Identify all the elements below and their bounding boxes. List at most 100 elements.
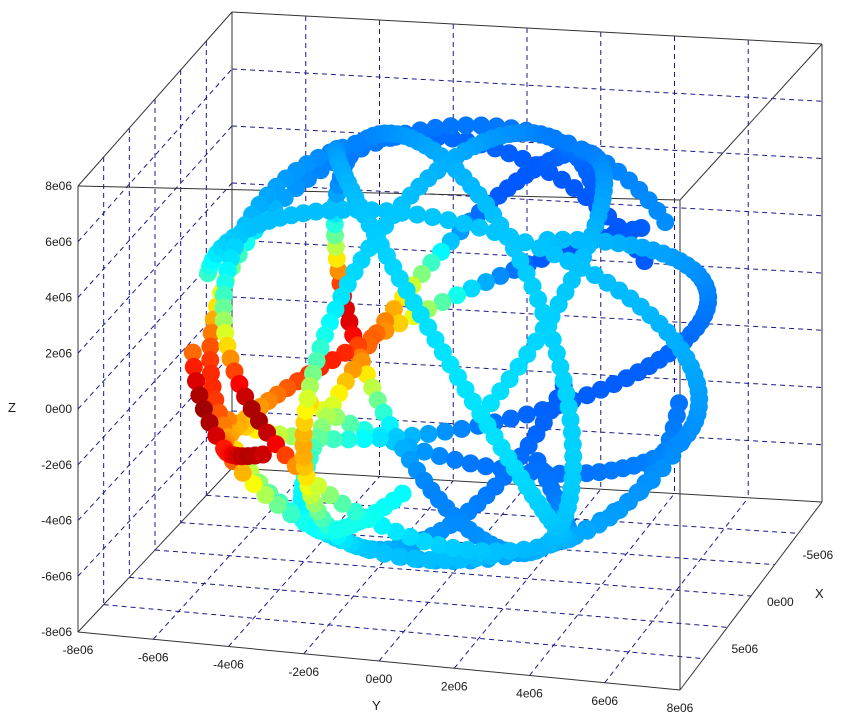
z-tick-label: -8e06	[41, 625, 72, 639]
data-point	[461, 454, 480, 473]
data-point	[470, 218, 489, 237]
data-point	[387, 522, 405, 541]
data-point	[430, 447, 449, 465]
y-tick-label: 4e06	[516, 687, 543, 701]
data-point	[441, 117, 460, 136]
data-points	[183, 116, 718, 571]
data-point	[282, 505, 301, 524]
data-point	[458, 541, 477, 559]
data-point	[456, 380, 475, 399]
data-point	[320, 201, 339, 220]
data-point	[642, 471, 661, 490]
data-point	[656, 213, 675, 232]
data-point	[355, 430, 373, 449]
data-point	[514, 540, 533, 559]
data-point	[578, 386, 596, 405]
data-point	[554, 371, 573, 390]
y-tick-label: 0e00	[366, 672, 393, 686]
z-tick-label: 6e06	[45, 235, 72, 249]
grid-line	[77, 182, 233, 354]
data-point	[462, 279, 481, 298]
data-point	[183, 343, 202, 362]
data-point	[609, 234, 628, 253]
grid-line	[154, 549, 752, 597]
data-point	[324, 430, 343, 449]
grid-line	[129, 576, 728, 628]
y-tick-label: 8e06	[667, 701, 694, 712]
axis-labels: Z Y X 8e06 6e06 4e06 2e06 0e00 -2e06 -4e06 -6e0…	[8, 179, 834, 715]
z-tick-label: -4e06	[41, 514, 72, 528]
data-point	[419, 424, 438, 443]
y-tick-label: 2e06	[441, 679, 468, 693]
data-point	[444, 538, 463, 557]
data-point	[190, 386, 209, 405]
data-point	[214, 298, 233, 317]
data-point	[448, 286, 466, 305]
data-point	[415, 442, 434, 461]
y-tick-label: -4e06	[213, 658, 244, 672]
data-point	[233, 463, 252, 482]
x-tick-label: 5e06	[732, 642, 759, 656]
data-point	[401, 527, 420, 546]
data-point	[557, 384, 576, 403]
data-point	[244, 475, 263, 494]
frame-edge	[679, 43, 823, 201]
data-point	[415, 532, 434, 551]
z-tick-label: -2e06	[41, 458, 72, 472]
data-point	[436, 422, 455, 441]
data-point	[596, 232, 615, 251]
data-point	[256, 485, 275, 504]
data-point	[509, 357, 528, 376]
data-point	[472, 542, 491, 561]
data-point	[346, 502, 365, 521]
data-point	[472, 116, 491, 135]
data-point	[446, 450, 464, 469]
data-point	[339, 430, 358, 449]
z-tick-label: -6e06	[41, 569, 72, 583]
data-point	[420, 551, 439, 569]
data-point	[501, 409, 520, 428]
data-point	[528, 538, 547, 557]
data-point	[202, 324, 221, 343]
data-point	[530, 239, 549, 258]
data-point	[632, 219, 651, 237]
data-point	[201, 364, 220, 383]
data-point	[439, 211, 458, 230]
data-point	[518, 345, 537, 364]
data-point	[433, 293, 452, 311]
y-tick-label: -2e06	[288, 665, 319, 679]
frame-edge	[679, 501, 823, 691]
data-point	[423, 208, 442, 227]
y-tick-label: -6e06	[138, 650, 169, 664]
data-point	[334, 200, 352, 219]
data-point	[663, 446, 682, 465]
y-tick-label: 6e06	[591, 694, 618, 708]
data-point	[559, 251, 578, 270]
data-point	[370, 429, 389, 448]
data-point	[517, 405, 536, 424]
data-point	[545, 245, 564, 264]
data-point	[341, 414, 360, 433]
z-axis-title: Z	[8, 400, 16, 415]
data-point	[393, 484, 412, 503]
data-point	[545, 129, 564, 148]
data-point	[568, 230, 587, 249]
data-point	[194, 400, 213, 418]
data-point	[491, 266, 510, 285]
data-point	[390, 314, 409, 333]
data-point	[500, 144, 518, 163]
data-point	[653, 459, 672, 478]
x-tick-label: 0e00	[767, 595, 794, 609]
data-point	[390, 547, 409, 566]
data-point	[426, 118, 445, 137]
data-point	[429, 536, 448, 555]
grid-line	[103, 604, 704, 660]
data-point	[184, 357, 203, 376]
z-tick-label: 8e06	[45, 179, 72, 193]
data-point	[187, 372, 205, 391]
data-point	[298, 389, 317, 408]
data-point	[457, 116, 475, 135]
data-point	[476, 457, 495, 476]
data-point	[201, 337, 220, 356]
